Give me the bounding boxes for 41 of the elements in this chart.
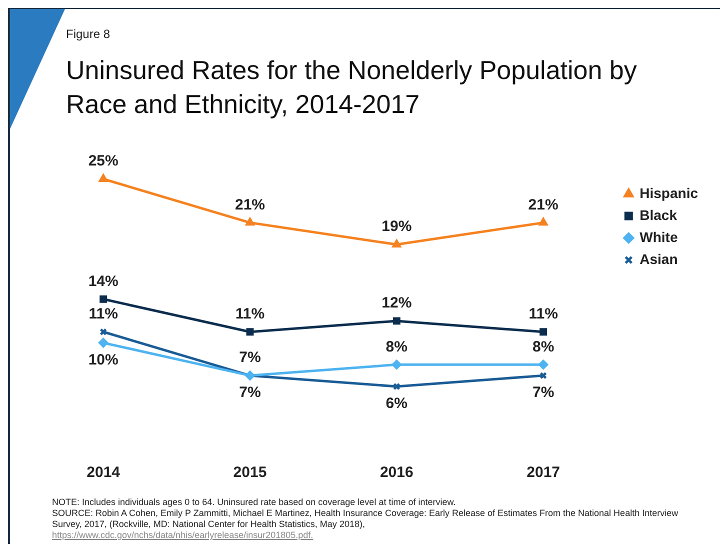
caption: Figure 8	[66, 27, 110, 41]
point	[539, 218, 548, 226]
source-note: SOURCE: Robin A Cohen, Emily P Zammitti, Michael E Martinez, Health Insurance Coverage: Early Release of Estimates From the National Health Interview Survey, 2017, (Rockville, MD: National Center for Health Statistics, May 2018),	[52, 508, 680, 530]
point	[392, 317, 400, 325]
data-label: 11%	[88, 306, 118, 323]
data-label: 8%	[532, 338, 554, 356]
chart-title: Uninsured Rates for the Nonelderly Population by Race and Ethnicity, 2014-2017	[66, 54, 638, 121]
data-label: 7%	[239, 384, 261, 402]
data-label: 21%	[528, 196, 558, 214]
data-label: 14%	[88, 272, 118, 290]
point	[246, 328, 254, 336]
point	[99, 174, 108, 182]
legend-label: Asian	[640, 250, 678, 267]
text: https://www.cdc.gov/nchs/data/nhis/earlyrelease/insur201805.pdf.	[52, 530, 314, 541]
data-label: 11%	[528, 306, 558, 323]
point	[392, 240, 401, 248]
legend-label: White	[640, 228, 678, 245]
data-label: 6%	[386, 395, 408, 412]
x-tick-label: 2014	[86, 464, 121, 482]
point	[392, 382, 400, 390]
legend-label: Black	[640, 206, 678, 223]
point	[98, 338, 108, 348]
point	[392, 360, 402, 370]
data-label: 11%	[235, 306, 265, 323]
data-label: 7%	[532, 384, 554, 402]
x-tick-label: 2015	[233, 464, 267, 482]
data-label: 25%	[88, 152, 118, 170]
point	[246, 218, 254, 226]
legend-label: Hispanic	[640, 184, 698, 201]
data-label: 19%	[382, 218, 412, 236]
data-label: 10%	[88, 351, 118, 368]
data-label: 12%	[382, 294, 412, 312]
point	[538, 360, 548, 370]
data-label: 8%	[386, 338, 408, 356]
point	[100, 295, 108, 303]
x-tick-label: 2017	[526, 464, 560, 482]
data-label: 21%	[234, 196, 266, 214]
point	[540, 328, 548, 336]
data-label: 7%	[239, 349, 261, 366]
text: NOTE: Includes individuals ages 0 to 64. Uninsured rate based on coverage level at time of interview.	[52, 497, 457, 508]
x-tick-label: 2016	[380, 464, 414, 482]
